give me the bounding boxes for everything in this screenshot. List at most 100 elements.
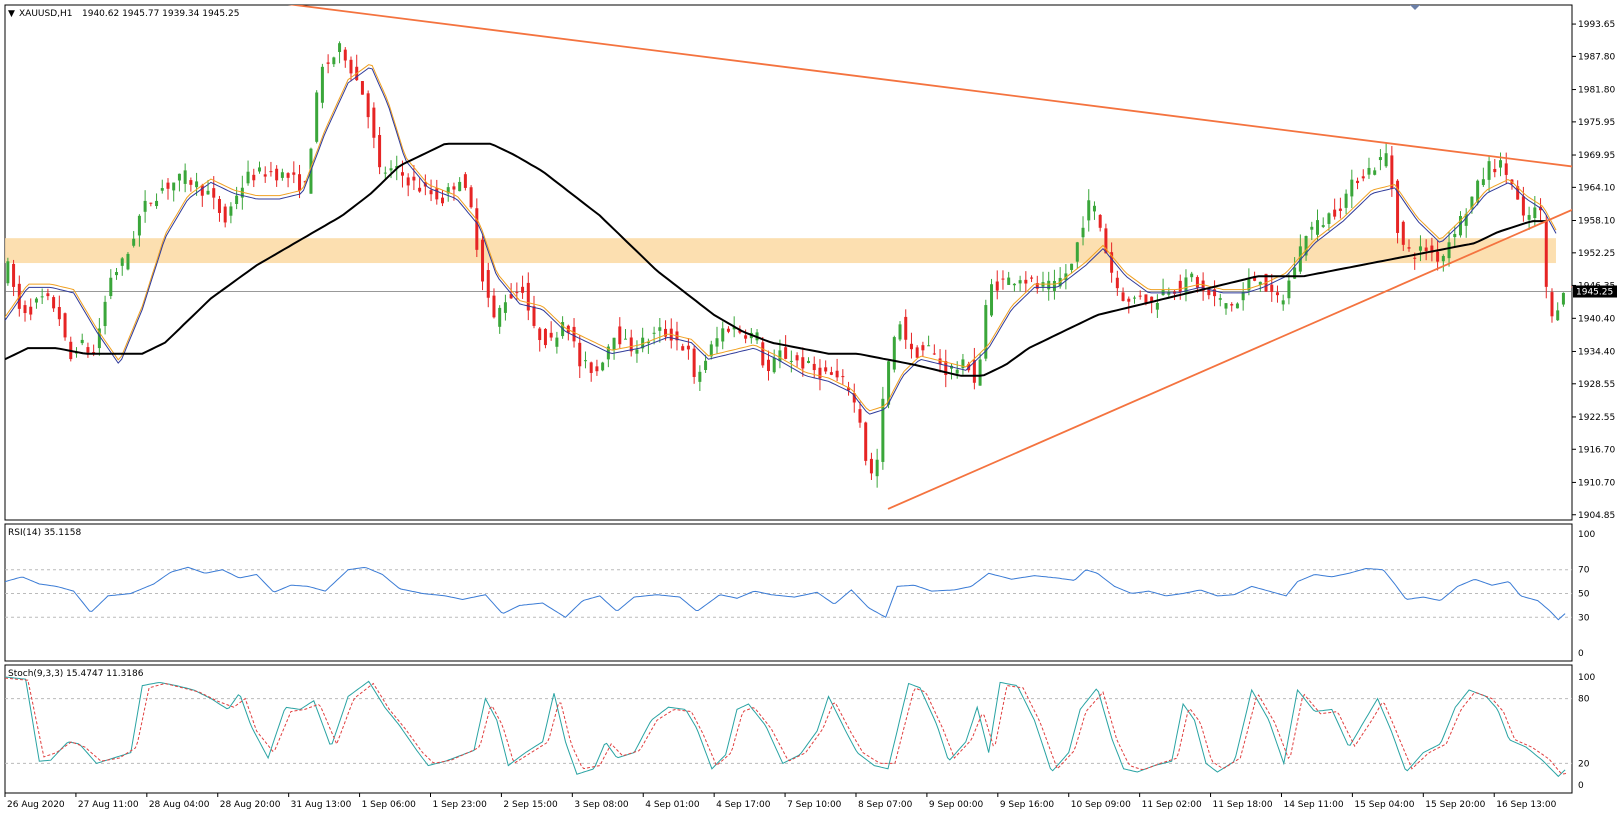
candle-body	[1373, 170, 1377, 175]
candle-body	[200, 185, 204, 196]
candle-body	[692, 348, 696, 377]
candle-body	[1441, 255, 1445, 262]
candle-body	[1516, 186, 1520, 200]
time-tick-label: 4 Sep 01:00	[645, 800, 700, 810]
candle-body	[1356, 180, 1360, 184]
candle-body	[1213, 289, 1217, 297]
stoch-axis: 100 80 20 0	[1578, 673, 1595, 791]
rsi-tick-label: 100	[1578, 530, 1595, 540]
candle-body	[904, 316, 908, 340]
time-tick-label: 31 Aug 13:00	[291, 800, 352, 810]
candle-body	[1293, 267, 1297, 279]
candle-body	[263, 174, 267, 177]
price-tick-label: 1952.25	[1578, 249, 1615, 259]
current-price-label: 1945.25	[1576, 288, 1613, 298]
candle-body	[766, 359, 770, 372]
candle-body	[652, 332, 656, 334]
candle-body	[1350, 179, 1354, 197]
candle-body	[1556, 310, 1560, 321]
candle-body	[1132, 297, 1136, 299]
time-tick-label: 10 Sep 09:00	[1071, 800, 1131, 810]
candle-body	[1012, 283, 1016, 286]
candle-body	[40, 296, 44, 298]
candle-body	[1470, 196, 1474, 209]
candle-body	[772, 357, 776, 373]
candle-body	[1390, 155, 1394, 189]
candle-body	[538, 328, 542, 341]
candle-body	[1081, 227, 1085, 238]
candle-body	[6, 261, 10, 284]
time-tick-label: 11 Sep 02:00	[1142, 800, 1202, 810]
time-tick-label: 11 Sep 18:00	[1213, 800, 1273, 810]
dropdown-triangle-icon[interactable]: ▼	[8, 9, 15, 19]
candle-body	[149, 202, 153, 204]
candle-body	[183, 170, 187, 184]
candle-body	[441, 197, 445, 204]
candle-body	[1287, 280, 1291, 299]
candle-body	[475, 208, 479, 250]
candle-body	[1533, 207, 1537, 218]
candle-body	[298, 174, 302, 191]
time-tick-label: 8 Sep 07:00	[858, 800, 913, 810]
ema-orange-line	[5, 64, 1557, 412]
candle-body	[1561, 292, 1565, 305]
rsi-axis: 100 70 50 30 0	[1578, 530, 1595, 659]
candle-body	[286, 173, 290, 178]
candle-body	[852, 393, 856, 403]
candle-body	[1378, 157, 1382, 161]
candle-body	[1550, 292, 1554, 317]
candle-body	[126, 253, 130, 270]
price-tick-label: 1969.95	[1578, 151, 1615, 161]
candle-body	[515, 292, 519, 294]
candle-body	[177, 173, 181, 181]
chart-symbol-title: XAUUSD,H1	[19, 9, 73, 19]
stoch-main-line	[5, 676, 1566, 778]
candle-body	[389, 168, 393, 171]
candle-body	[578, 342, 582, 367]
candle-body	[612, 337, 616, 350]
sma-fast-line	[5, 67, 1557, 415]
candle-body	[315, 92, 319, 142]
candle-body	[223, 206, 227, 223]
candle-body	[681, 346, 685, 351]
candle-body	[618, 326, 622, 345]
candle-body	[606, 346, 610, 360]
candle-body	[372, 107, 376, 138]
candle-body	[1047, 280, 1051, 290]
time-tick-label: 3 Sep 08:00	[574, 800, 629, 810]
candle-body	[1035, 283, 1039, 289]
price-tick-label: 1922.55	[1578, 413, 1615, 423]
rsi-tick-label: 30	[1578, 613, 1590, 623]
rsi-tick-label: 0	[1578, 649, 1584, 659]
candle-body	[195, 181, 199, 188]
candle-body	[452, 186, 456, 190]
candle-body	[589, 362, 593, 373]
candle-body	[400, 172, 404, 176]
candle-body	[172, 182, 176, 191]
price-tick-label: 1910.70	[1578, 478, 1615, 488]
candle-body	[23, 305, 27, 314]
candle-body	[1275, 292, 1279, 296]
descending-resistance-trendline	[287, 5, 1572, 168]
rsi-title: RSI(14) 35.1158	[8, 528, 81, 538]
price-tick-label: 1916.70	[1578, 445, 1615, 455]
candle-body	[1115, 277, 1119, 289]
time-tick-label: 27 Aug 11:00	[78, 800, 139, 810]
chart-shift-marker-icon[interactable]	[1410, 5, 1420, 10]
candle-body	[555, 337, 559, 347]
candle-body	[269, 171, 273, 173]
candle-body	[189, 180, 193, 185]
candle-body	[1241, 292, 1245, 301]
candle-body	[86, 347, 90, 353]
candle-body	[1361, 176, 1365, 179]
candle-body	[229, 206, 233, 216]
candle-body	[955, 369, 959, 374]
candle-body	[492, 295, 496, 318]
candle-body	[1001, 278, 1005, 280]
candle-body	[1327, 213, 1331, 224]
candle-body	[1007, 277, 1011, 285]
price-tick-label: 1958.10	[1578, 217, 1615, 227]
candle-body	[738, 330, 742, 333]
candle-body	[212, 188, 216, 198]
